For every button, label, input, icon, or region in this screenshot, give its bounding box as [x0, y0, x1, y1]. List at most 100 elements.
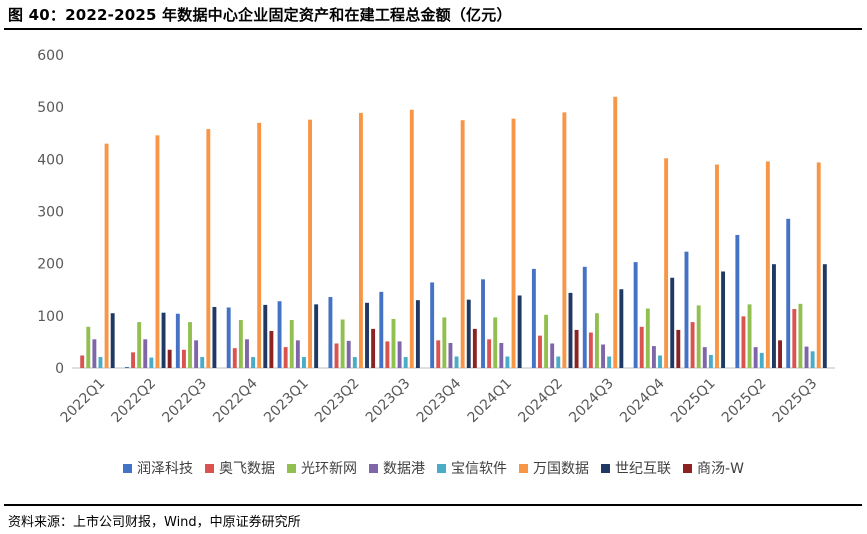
bar-润泽科技-2023Q1	[277, 301, 282, 368]
bar-万国数据-2022Q1	[104, 143, 109, 368]
x-tick-label: 2022Q3	[159, 376, 210, 427]
bar-数据港-2023Q2	[346, 340, 351, 368]
bar-世纪互联-2022Q3	[212, 306, 217, 368]
bar-数据港-2024Q4	[651, 346, 656, 368]
bar-润泽科技-2024Q3	[582, 266, 587, 368]
bar-润泽科技-2023Q4	[430, 282, 435, 368]
bar-数据港-2023Q3	[397, 341, 402, 368]
bar-数据港-2025Q2	[753, 347, 758, 368]
y-tick-label: 200	[37, 257, 64, 273]
bar-商汤-W-2022Q4	[269, 330, 274, 368]
bar-世纪互联-2023Q4	[466, 299, 471, 368]
bar-光环新网-2023Q2	[340, 319, 345, 368]
bar-万国数据-2024Q1	[511, 118, 516, 368]
bar-奥飞数据-2024Q3	[588, 332, 593, 368]
bar-宝信软件-2022Q1	[98, 357, 103, 368]
y-tick-label: 0	[55, 361, 64, 377]
x-tick-label: 2025Q2	[719, 376, 770, 427]
bar-数据港-2022Q2	[143, 339, 148, 368]
bar-奥飞数据-2022Q3	[181, 349, 186, 368]
x-tick-label: 2024Q1	[465, 376, 516, 427]
bar-润泽科技-2023Q3	[379, 291, 384, 368]
chart-legend: 润泽科技 奥飞数据 光环新网 数据港 宝信软件 万国数据 世纪互联 商汤-W	[0, 458, 867, 478]
bar-世纪互联-2023Q2	[365, 302, 369, 368]
x-tick-label: 2025Q3	[770, 376, 821, 427]
bar-世纪互联-2024Q3	[619, 289, 624, 368]
legend-swatch	[287, 463, 297, 473]
legend-label: 光环新网	[301, 461, 358, 477]
bar-世纪互联-2025Q2	[772, 264, 776, 368]
bar-奥飞数据-2023Q3	[385, 341, 390, 368]
bar-奥飞数据-2024Q4	[639, 326, 644, 368]
legend-swatch	[123, 463, 133, 473]
x-tick-label: 2024Q3	[566, 376, 617, 427]
bar-光环新网-2022Q2	[137, 322, 142, 368]
bar-光环新网-2024Q1	[493, 317, 498, 368]
bar-宝信软件-2023Q1	[302, 357, 306, 368]
bar-宝信软件-2025Q1	[708, 354, 713, 368]
chart-title: 图 40：2022-2025 年数据中心企业固定资产和在建工程总金额（亿元）	[8, 6, 512, 24]
bar-数据港-2022Q4	[245, 339, 249, 368]
legend-swatch	[205, 463, 215, 473]
bar-世纪互联-2022Q1	[110, 313, 115, 368]
bar-奥飞数据-2025Q2	[741, 316, 746, 368]
bar-世纪互联-2022Q2	[161, 312, 166, 368]
bar-数据港-2023Q4	[448, 342, 453, 368]
bar-润泽科技-2024Q2	[531, 268, 536, 368]
bar-世纪互联-2025Q3	[822, 264, 827, 368]
bar-万国数据-2025Q3	[816, 162, 821, 368]
legend-item: 润泽科技	[123, 458, 193, 478]
bar-万国数据-2024Q3	[613, 96, 618, 368]
y-tick-label: 500	[37, 100, 64, 116]
bar-润泽科技-2022Q4	[226, 307, 231, 368]
bar-奥飞数据-2022Q1	[80, 355, 85, 368]
bar-奥飞数据-2023Q1	[283, 347, 288, 368]
legend-item: 万国数据	[519, 458, 589, 478]
bar-万国数据-2022Q2	[155, 135, 160, 368]
bar-宝信软件-2022Q3	[200, 357, 205, 368]
x-tick-label: 2022Q4	[210, 375, 261, 426]
bar-润泽科技-2025Q1	[684, 251, 689, 368]
legend-item: 光环新网	[287, 458, 357, 478]
x-tick-label: 2024Q4	[617, 375, 668, 426]
legend-label: 商汤-W	[697, 461, 744, 477]
bar-宝信软件-2024Q4	[658, 355, 662, 368]
legend-item: 世纪互联	[601, 458, 671, 478]
bar-商汤-W-2024Q2	[574, 329, 579, 368]
bar-数据港-2024Q2	[550, 343, 555, 368]
bar-商汤-W-2025Q2	[778, 340, 782, 368]
bar-宝信软件-2024Q3	[607, 356, 612, 368]
legend-item: 商汤-W	[683, 458, 744, 478]
bar-宝信软件-2022Q2	[149, 357, 154, 368]
bar-数据港-2025Q3	[804, 346, 809, 368]
legend-label: 万国数据	[533, 461, 590, 477]
x-tick-label: 2022Q2	[109, 376, 160, 427]
bar-光环新网-2022Q4	[238, 320, 243, 368]
bar-世纪互联-2023Q1	[314, 304, 319, 368]
bar-奥飞数据-2023Q2	[334, 343, 339, 368]
x-tick-label: 2023Q4	[414, 375, 465, 426]
bar-商汤-W-2022Q2	[167, 349, 172, 368]
bar-光环新网-2025Q1	[696, 305, 701, 368]
legend-label: 奥飞数据	[219, 461, 276, 477]
bar-数据港-2025Q1	[702, 347, 707, 368]
legend-swatch	[601, 463, 611, 473]
bar-宝信软件-2023Q3	[403, 357, 408, 368]
bar-润泽科技-2024Q4	[633, 262, 638, 368]
bar-数据港-2022Q3	[194, 340, 199, 368]
bar-奥飞数据-2022Q4	[232, 348, 237, 368]
bar-万国数据-2023Q2	[358, 112, 363, 368]
bar-光环新网-2023Q3	[391, 318, 396, 368]
bar-万国数据-2022Q3	[206, 129, 211, 368]
bar-数据港-2023Q1	[295, 340, 300, 368]
source-note: 资料来源：上市公司财报，Wind，中原证券研究所	[8, 515, 301, 530]
legend-swatch	[437, 463, 447, 473]
x-tick-label: 2023Q2	[312, 376, 363, 427]
title-divider	[4, 28, 862, 30]
bar-光环新网-2025Q3	[798, 303, 803, 368]
bar-润泽科技-2022Q3	[175, 313, 180, 368]
legend-swatch	[683, 463, 693, 473]
x-tick-label: 2025Q1	[668, 376, 719, 427]
legend-swatch	[519, 463, 529, 473]
